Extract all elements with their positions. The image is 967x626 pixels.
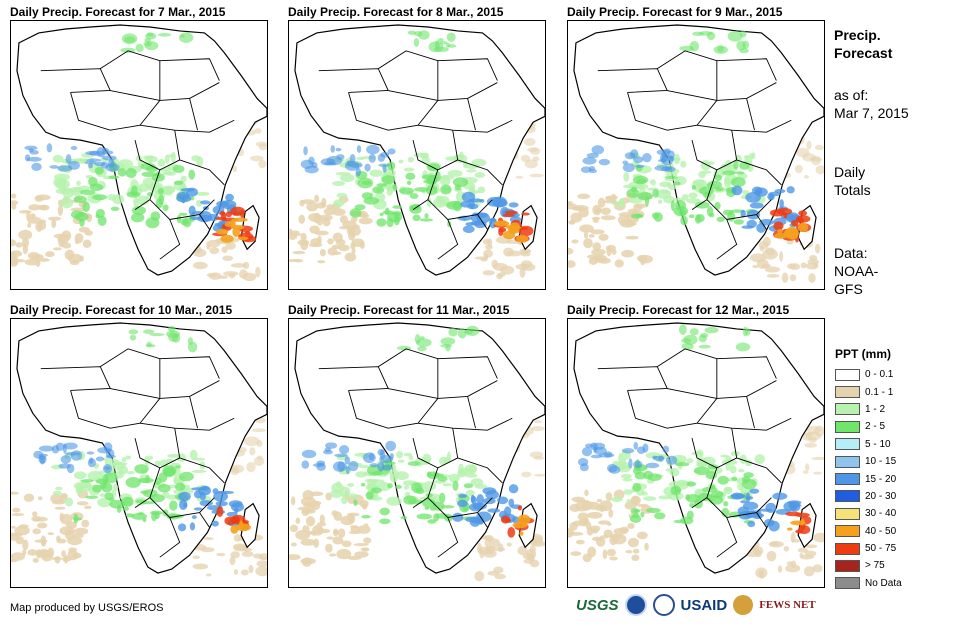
panel-title-2: Daily Precip. Forecast for 8 Mar., 2015 [288, 5, 504, 19]
legend-item: 20 - 30 [835, 488, 902, 505]
data-line1: Data: [834, 245, 868, 261]
legend-label: 1 - 2 [865, 403, 886, 415]
panel-title-1: Daily Precip. Forecast for 7 Mar., 2015 [10, 5, 226, 19]
fews-globe-icon [733, 595, 754, 615]
sidebar-title-line1: Precip. [834, 27, 881, 43]
fews-net-logo: FEWS NET [759, 599, 816, 611]
legend-swatch [835, 420, 860, 433]
legend-item: No Data [835, 575, 902, 592]
panel-title-4: Daily Precip. Forecast for 10 Mar., 2015 [10, 303, 233, 317]
legend-item: 40 - 50 [835, 523, 902, 540]
legend-swatch [835, 559, 860, 572]
data-source-block: Data: NOAA- GFS [834, 244, 878, 298]
legend-swatch [835, 542, 860, 555]
legend-label: 15 - 20 [865, 473, 897, 485]
forecast-map-3 [567, 20, 825, 290]
legend-item: 0 - 0.1 [835, 366, 902, 383]
legend-swatch [835, 525, 860, 538]
legend-item: 50 - 75 [835, 540, 902, 557]
legend-label: 30 - 40 [865, 508, 897, 520]
daily-totals-block: Daily Totals [834, 163, 871, 199]
logo-bar: USGS USAID FEWS NET [576, 594, 816, 616]
legend-swatch [835, 473, 860, 486]
panel-title-6: Daily Precip. Forecast for 12 Mar., 2015 [567, 303, 790, 317]
legend-swatch [835, 577, 860, 590]
legend-item: 5 - 10 [835, 436, 902, 453]
legend-swatch [835, 386, 860, 399]
legend-swatch [835, 490, 860, 503]
asof-block: as of: Mar 7, 2015 [834, 86, 909, 122]
noaa-logo-icon [624, 594, 647, 616]
asof-date: Mar 7, 2015 [834, 105, 909, 121]
legend-item: 0.1 - 1 [835, 383, 902, 400]
sidebar-title: Precip. Forecast [834, 26, 892, 62]
sidebar-title-line2: Forecast [834, 45, 893, 61]
seal-logo-icon [652, 594, 675, 616]
legend-swatch [835, 438, 860, 451]
forecast-map-4 [10, 318, 268, 588]
data-line3: GFS [834, 281, 863, 297]
legend-label: 20 - 30 [865, 490, 897, 502]
forecast-map-6 [567, 318, 825, 588]
legend: 0 - 0.1 0.1 - 1 1 - 2 2 - 5 5 - 10 10 - 15 15 … [835, 366, 902, 592]
panel-title-5: Daily Precip. Forecast for 11 Mar., 2015 [288, 303, 510, 317]
legend-swatch [835, 403, 860, 416]
forecast-map-1 [10, 20, 268, 290]
legend-label: 0 - 0.1 [865, 369, 894, 381]
legend-item: 30 - 40 [835, 505, 902, 522]
legend-item: > 75 [835, 557, 902, 574]
legend-item: 2 - 5 [835, 418, 902, 435]
legend-label: > 75 [865, 560, 885, 572]
legend-label: 50 - 75 [865, 543, 897, 555]
asof-label: as of: [834, 87, 869, 103]
legend-item: 15 - 20 [835, 470, 902, 487]
forecast-map-2 [288, 20, 546, 290]
legend-title: PPT (mm) [835, 347, 892, 361]
data-line2: NOAA- [834, 263, 879, 279]
legend-label: 5 - 10 [865, 438, 891, 450]
legend-label: 10 - 15 [865, 456, 897, 468]
legend-item: 1 - 2 [835, 401, 902, 418]
daily-line2: Totals [834, 182, 871, 198]
legend-label: No Data [865, 577, 902, 589]
daily-line1: Daily [834, 164, 866, 180]
panel-title-3: Daily Precip. Forecast for 9 Mar., 2015 [567, 5, 783, 19]
forecast-map-5 [288, 318, 546, 588]
legend-swatch [835, 507, 860, 520]
legend-swatch [835, 368, 860, 381]
legend-label: 40 - 50 [865, 525, 897, 537]
usaid-logo: USAID [680, 596, 728, 614]
legend-label: 0.1 - 1 [865, 386, 894, 398]
legend-swatch [835, 455, 860, 468]
usgs-logo: USGS [576, 596, 619, 614]
legend-item: 10 - 15 [835, 453, 902, 470]
legend-label: 2 - 5 [865, 421, 886, 433]
map-credit: Map produced by USGS/EROS [10, 602, 164, 614]
